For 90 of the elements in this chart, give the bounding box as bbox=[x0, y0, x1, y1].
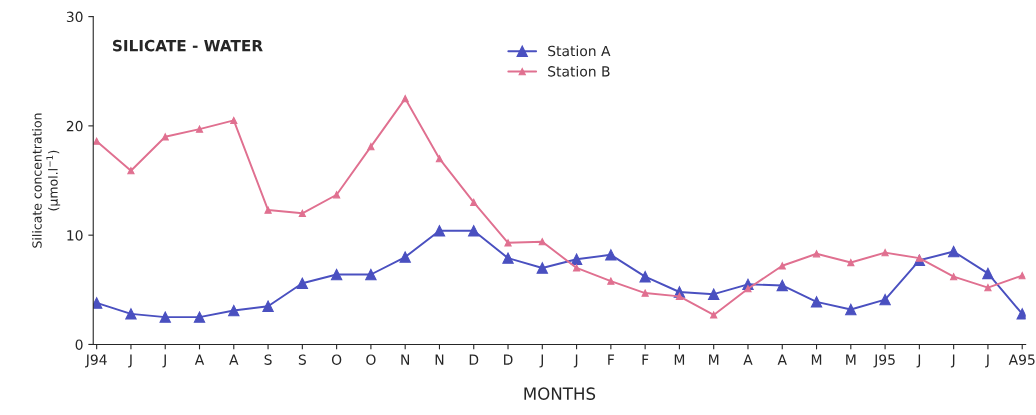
point bbox=[470, 198, 478, 207]
point bbox=[845, 303, 857, 316]
point bbox=[707, 288, 720, 300]
x-tick-label: J bbox=[985, 354, 989, 368]
x-tick-label: M bbox=[709, 354, 719, 365]
point bbox=[93, 137, 101, 145]
point bbox=[193, 311, 206, 323]
point bbox=[1016, 308, 1026, 320]
point bbox=[401, 94, 409, 103]
x-tick-label: D bbox=[504, 354, 513, 365]
x-tick-label: F bbox=[608, 354, 615, 365]
y-tick-label: 0 bbox=[75, 339, 83, 350]
x-tick-label: O bbox=[366, 354, 376, 365]
point bbox=[607, 277, 615, 285]
point bbox=[810, 296, 823, 308]
point bbox=[93, 297, 103, 309]
point bbox=[468, 225, 480, 237]
point bbox=[195, 125, 204, 133]
point bbox=[950, 273, 958, 281]
text: SILICATE - WATER bbox=[112, 39, 263, 52]
point bbox=[228, 304, 240, 317]
x-tick-label: J bbox=[916, 354, 921, 368]
point bbox=[776, 279, 788, 292]
point bbox=[538, 238, 546, 246]
point bbox=[879, 293, 891, 306]
point bbox=[984, 283, 992, 292]
x-tick-label: J bbox=[573, 354, 578, 368]
x-tick-label: J bbox=[539, 354, 543, 368]
x-tick-label: J95 bbox=[873, 354, 895, 368]
point bbox=[536, 262, 549, 274]
point bbox=[947, 245, 960, 258]
x-tick-label: A95 bbox=[1008, 354, 1035, 365]
point bbox=[230, 116, 238, 125]
point bbox=[365, 268, 377, 281]
point bbox=[264, 206, 272, 214]
x-tick-label: A bbox=[743, 354, 753, 365]
point bbox=[504, 239, 512, 247]
point bbox=[161, 133, 169, 141]
y-tick-label: 20 bbox=[66, 120, 83, 132]
point bbox=[744, 285, 752, 293]
point bbox=[1018, 271, 1026, 280]
point bbox=[570, 253, 583, 265]
x-tick-label: O bbox=[331, 354, 342, 365]
point bbox=[639, 270, 651, 283]
point bbox=[915, 254, 924, 262]
point bbox=[812, 250, 821, 258]
point bbox=[298, 209, 306, 217]
x-tick-label: F bbox=[642, 354, 649, 365]
x-tick-label: S bbox=[264, 354, 272, 365]
point bbox=[433, 225, 446, 237]
point bbox=[296, 277, 309, 289]
legend-label: Station B bbox=[548, 65, 610, 77]
x-tick-label: J bbox=[128, 354, 132, 368]
x-tick-label: A bbox=[194, 354, 205, 365]
point bbox=[332, 191, 341, 199]
y-axis-title: Silicate concentration (µmol.l$^{−1}$) bbox=[32, 113, 61, 248]
x-tick-label: A bbox=[229, 354, 239, 365]
point bbox=[367, 143, 375, 151]
y-tick-label: 10 bbox=[67, 230, 83, 241]
x-tick-label: M bbox=[674, 354, 685, 365]
point bbox=[125, 308, 137, 320]
x-tick-label: N bbox=[435, 354, 444, 365]
x-axis-title: MONTHS bbox=[524, 387, 596, 400]
y-tick-label: 30 bbox=[66, 11, 83, 23]
point bbox=[605, 249, 617, 261]
x-tick-label: A bbox=[777, 354, 787, 365]
point bbox=[778, 262, 786, 270]
point bbox=[159, 311, 171, 323]
point bbox=[982, 267, 994, 280]
point bbox=[399, 251, 411, 263]
legend-label: Station A bbox=[548, 45, 611, 57]
x-tick-label: M bbox=[846, 354, 856, 365]
point bbox=[675, 292, 684, 301]
point bbox=[881, 249, 889, 257]
x-tick-label: M bbox=[811, 354, 822, 365]
x-tick-label: J94 bbox=[85, 354, 107, 368]
x-tick-label: D bbox=[469, 354, 479, 365]
point bbox=[330, 268, 343, 281]
point bbox=[127, 167, 135, 175]
x-tick-label: J bbox=[162, 354, 166, 368]
x-tick-label: J bbox=[950, 354, 955, 368]
point bbox=[641, 289, 649, 297]
point bbox=[572, 264, 581, 272]
x-tick-label: S bbox=[298, 354, 306, 365]
point bbox=[502, 252, 514, 264]
x-tick-label: N bbox=[401, 354, 410, 365]
point bbox=[262, 300, 274, 312]
point bbox=[435, 155, 444, 163]
point bbox=[710, 311, 718, 319]
point bbox=[847, 258, 855, 267]
